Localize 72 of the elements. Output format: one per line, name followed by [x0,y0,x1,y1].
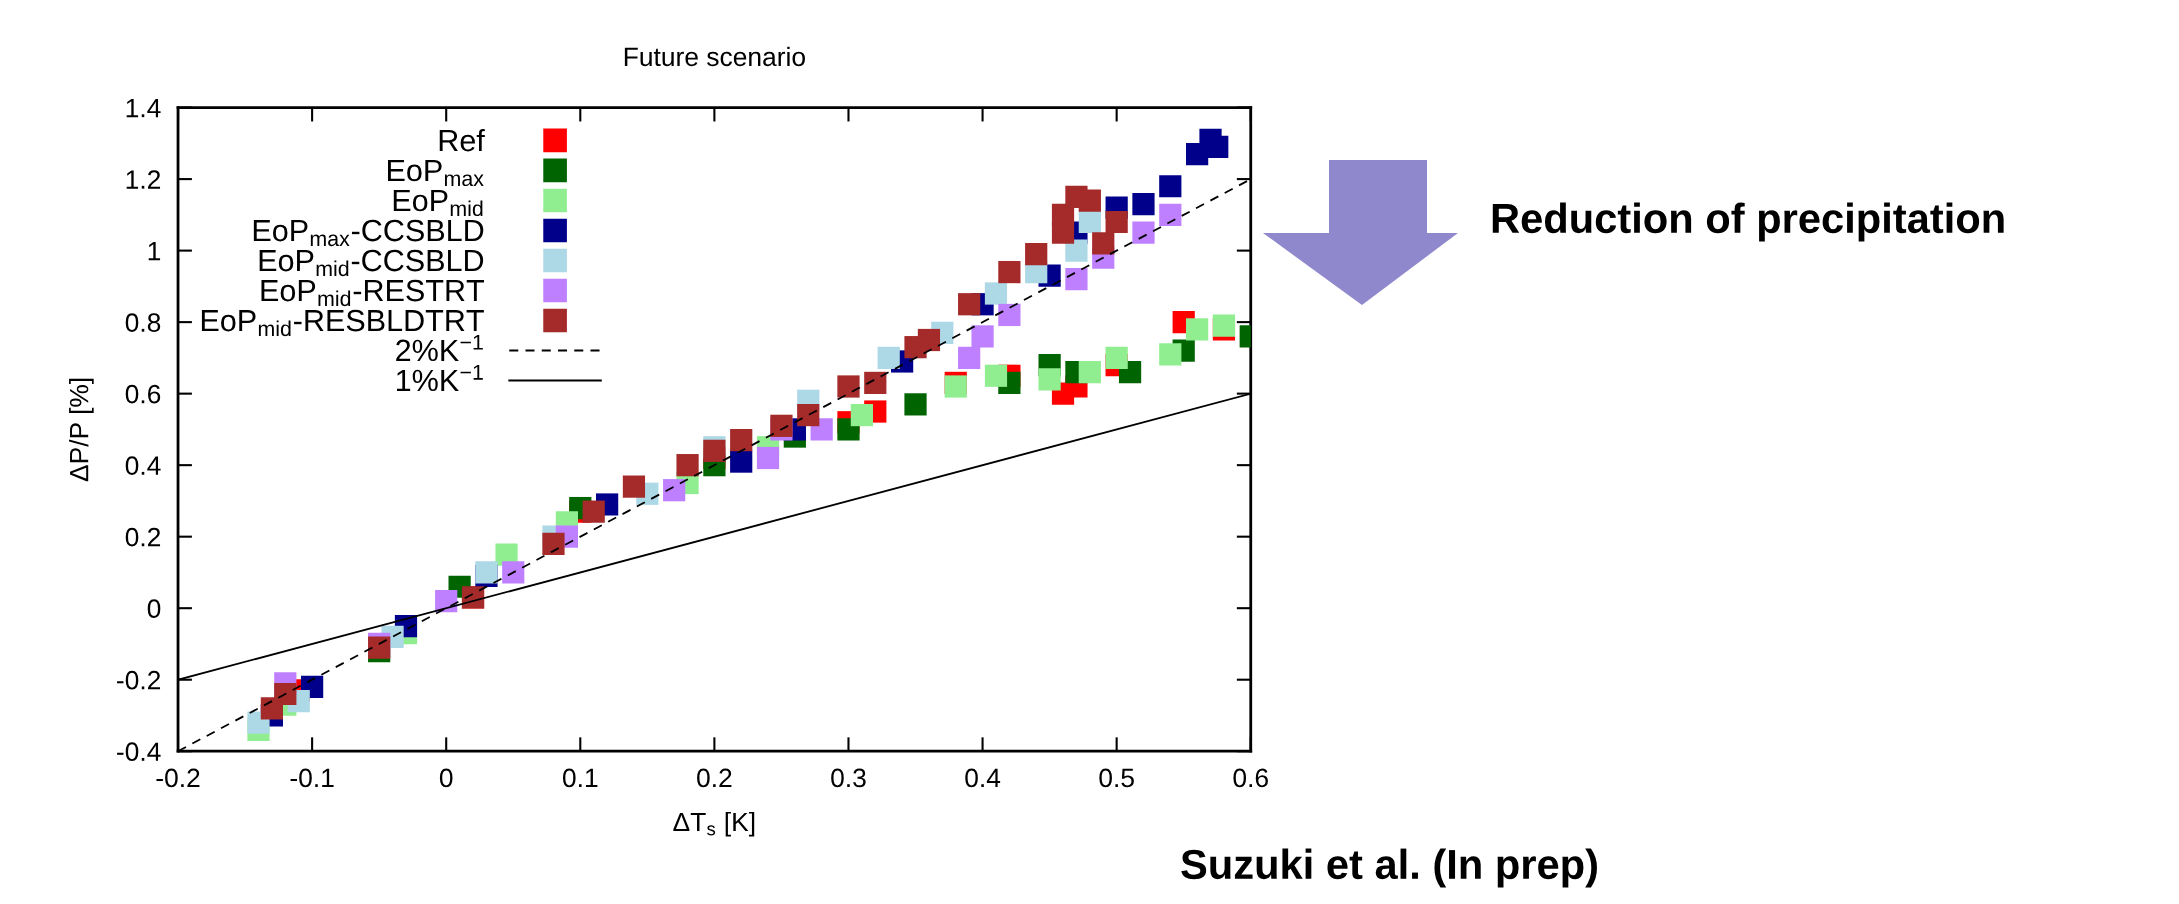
point [984,282,1008,305]
point [1078,189,1101,212]
point [1078,210,1101,234]
point [622,475,646,498]
x-tick-label: 0.3 [831,768,866,788]
y-tick-label: 0.2 [125,527,161,547]
point [1051,203,1075,226]
x-tick-label: 0 [439,768,453,788]
x-tick-label: 0.5 [1099,768,1134,788]
point [1038,368,1061,391]
legend-label: EoP$_{mid}$-RESTRT [261,279,484,307]
y-tick-label: 1.2 [126,170,161,189]
chart-title: Future scenario [624,46,805,67]
y-tick-label: 0.6 [125,384,161,404]
x-tick-label: 0.2 [697,768,732,788]
x-tick-label: 0.1 [562,768,598,788]
point [998,260,1021,284]
point [1065,268,1088,291]
point [1105,210,1128,234]
y-tick-label: 0.4 [125,456,161,475]
point [676,454,699,477]
point [1206,135,1229,159]
x-tick-label: 0.6 [1233,768,1268,788]
point [1132,221,1155,244]
point [1159,343,1182,366]
legend-label: EoP$_{mid}$-CCSBLD [259,249,484,277]
point [984,364,1008,387]
point [730,429,753,452]
point [904,393,927,416]
y-tick-label: 1.4 [126,98,161,118]
point [850,403,873,427]
point [1092,232,1115,255]
point [958,346,981,369]
point [502,561,525,584]
point [1105,346,1128,369]
legend-label: EoP$_{max}$ [388,160,484,187]
point [730,450,753,473]
point [1159,203,1182,226]
point [1065,239,1088,262]
text: Suzuki et al. (In prep) [1181,848,1597,888]
legend-label: 1%K$^{−1}$ [396,364,483,392]
point [663,479,686,502]
point [877,346,900,369]
legend-label: EoP$_{max}$-CCSBLD [253,219,484,247]
point [958,293,981,316]
point [864,371,887,395]
point [971,325,994,348]
point [756,446,780,470]
point [1025,243,1048,266]
point [1186,318,1209,341]
y-tick-label: -0.2 [117,670,161,690]
point [1159,175,1182,198]
y-axis-title: ΔP/P [%] [69,378,94,482]
y-tick-label: 0.8 [125,313,161,332]
x-tick-label: -0.1 [290,768,334,788]
point [1078,361,1101,384]
y-tick-label: -0.4 [117,742,161,762]
point [998,303,1021,327]
point [542,532,565,555]
text: Reduction of precipitation [1492,202,2004,242]
legend-label: EoP$_{mid}$ [393,190,483,217]
point [582,500,605,523]
legend-label: Ref [439,129,485,152]
y-tick-label: 1 [148,242,161,261]
point [837,375,860,398]
point [1132,193,1155,216]
point [797,403,820,427]
x-axis-title: ΔT$_{s}$ [K] [673,811,755,837]
point [917,328,941,352]
x-tick-label: 0.4 [965,768,1001,788]
legend-label: 2%K$^{−1}$ [396,334,483,362]
y-tick-label: 0 [147,599,161,619]
